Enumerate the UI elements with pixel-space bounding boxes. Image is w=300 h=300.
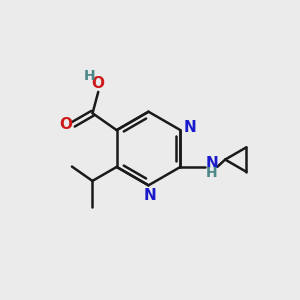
- Text: N: N: [144, 188, 156, 202]
- Text: N: N: [206, 156, 218, 171]
- Text: O: O: [59, 117, 73, 132]
- Text: N: N: [183, 120, 196, 135]
- Text: H: H: [206, 167, 218, 180]
- Text: H: H: [84, 69, 95, 83]
- Text: O: O: [92, 76, 105, 91]
